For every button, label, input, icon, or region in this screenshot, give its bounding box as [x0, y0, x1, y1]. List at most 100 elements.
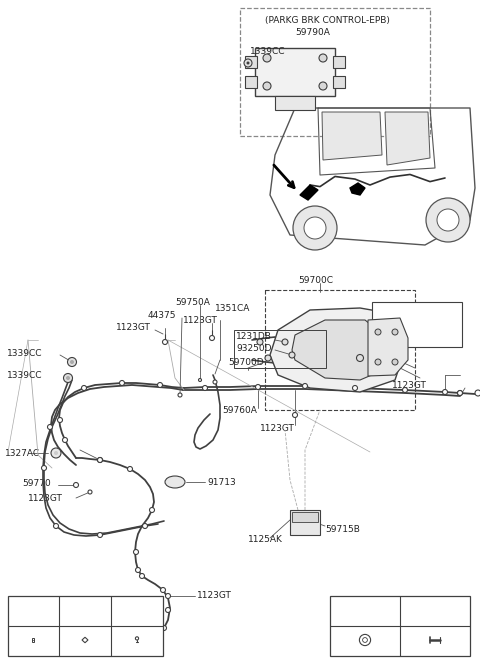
Circle shape	[97, 533, 103, 537]
Circle shape	[302, 384, 308, 388]
Circle shape	[97, 457, 103, 463]
Circle shape	[53, 523, 59, 529]
Text: 1339CC: 1339CC	[250, 47, 286, 56]
Text: 1123GT: 1123GT	[183, 315, 218, 325]
Circle shape	[263, 82, 271, 90]
Bar	[245, 76, 257, 88]
Circle shape	[392, 329, 398, 335]
Text: 1123GT: 1123GT	[392, 380, 427, 390]
Polygon shape	[292, 320, 390, 380]
Text: 1125KB: 1125KB	[419, 606, 451, 614]
Circle shape	[357, 355, 363, 361]
Circle shape	[319, 82, 327, 90]
Circle shape	[375, 329, 381, 335]
Circle shape	[160, 588, 166, 592]
Text: 1123GV: 1123GV	[120, 606, 154, 614]
Circle shape	[149, 507, 155, 513]
Bar	[330, 596, 470, 656]
Text: 59745: 59745	[110, 631, 139, 639]
Circle shape	[140, 574, 144, 578]
Text: 59760A: 59760A	[222, 406, 257, 414]
Text: 1125AK: 1125AK	[248, 535, 283, 544]
Circle shape	[66, 376, 70, 380]
Text: 44375: 44375	[148, 311, 177, 319]
Text: 1123GT: 1123GT	[260, 424, 295, 432]
Text: 1339CD: 1339CD	[358, 341, 394, 349]
Circle shape	[443, 390, 447, 394]
Bar	[245, 56, 257, 68]
Text: 59700D: 59700D	[228, 357, 264, 367]
Circle shape	[135, 637, 139, 640]
Circle shape	[166, 608, 170, 612]
Circle shape	[257, 339, 263, 345]
Bar	[265, 290, 415, 410]
Circle shape	[375, 359, 381, 365]
Circle shape	[73, 483, 79, 487]
Bar	[372, 302, 462, 347]
Circle shape	[255, 384, 261, 390]
Circle shape	[426, 198, 470, 242]
Circle shape	[437, 209, 459, 231]
Circle shape	[178, 393, 182, 397]
Circle shape	[68, 357, 76, 367]
Circle shape	[392, 359, 398, 365]
Circle shape	[58, 418, 62, 422]
Text: 1123GU: 1123GU	[16, 606, 50, 614]
Text: 1123GT: 1123GT	[116, 323, 151, 331]
Circle shape	[70, 360, 74, 364]
Circle shape	[163, 339, 168, 345]
Circle shape	[304, 217, 326, 239]
Text: 91713: 91713	[207, 477, 236, 487]
Text: 59745: 59745	[362, 361, 391, 369]
Text: 1231DB: 1231DB	[236, 331, 272, 341]
Circle shape	[362, 637, 367, 642]
Bar	[234, 330, 326, 368]
Text: 83397: 83397	[72, 606, 98, 614]
Text: 1327AC: 1327AC	[5, 448, 40, 457]
Text: 1339CC: 1339CC	[7, 349, 43, 357]
Text: 1731JF: 1731JF	[351, 606, 379, 614]
Circle shape	[203, 386, 207, 390]
Circle shape	[199, 378, 202, 382]
Circle shape	[352, 386, 358, 390]
Bar	[32, 637, 35, 642]
Text: 59770: 59770	[22, 479, 51, 487]
Circle shape	[293, 206, 337, 250]
Bar	[292, 512, 318, 522]
Circle shape	[48, 424, 52, 430]
Polygon shape	[300, 185, 318, 200]
Circle shape	[457, 390, 463, 396]
Text: 59700C: 59700C	[298, 276, 333, 284]
Polygon shape	[368, 318, 408, 376]
Text: 1351CA: 1351CA	[215, 303, 251, 313]
Circle shape	[166, 594, 170, 598]
Circle shape	[88, 490, 92, 494]
Circle shape	[97, 457, 103, 463]
Text: 59715B: 59715B	[325, 525, 360, 535]
Bar	[275, 96, 315, 110]
Circle shape	[282, 339, 288, 345]
Bar	[333, 56, 345, 68]
Text: 1123GT: 1123GT	[28, 493, 63, 503]
Text: 59790A: 59790A	[295, 27, 330, 37]
Circle shape	[475, 390, 480, 396]
Text: 59711B: 59711B	[375, 311, 410, 319]
Ellipse shape	[165, 476, 185, 488]
Text: (PARKG BRK CONTROL-EPB): (PARKG BRK CONTROL-EPB)	[265, 15, 390, 25]
Circle shape	[244, 59, 252, 67]
Circle shape	[213, 380, 217, 384]
Circle shape	[157, 382, 163, 388]
Text: 93250D: 93250D	[236, 343, 272, 353]
Text: 1123GT: 1123GT	[197, 592, 232, 600]
Circle shape	[263, 54, 271, 62]
Polygon shape	[270, 308, 405, 392]
Circle shape	[133, 550, 139, 554]
Circle shape	[265, 355, 271, 361]
Circle shape	[247, 62, 250, 64]
Circle shape	[289, 352, 295, 358]
Circle shape	[120, 380, 124, 386]
Circle shape	[161, 625, 167, 631]
Circle shape	[54, 451, 58, 455]
Polygon shape	[322, 112, 382, 160]
Text: 1339CC: 1339CC	[7, 371, 43, 380]
